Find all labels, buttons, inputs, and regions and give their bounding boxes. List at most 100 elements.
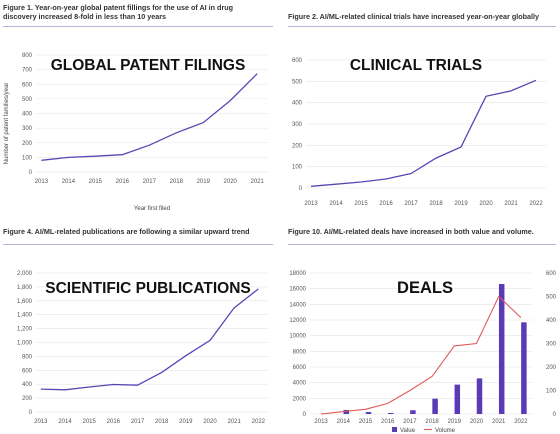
publications-xtick-label: 2021	[227, 419, 241, 425]
deals-ytick-label: 16000	[289, 287, 306, 293]
trials-ytick-label: 500	[292, 79, 303, 85]
deals-ytick-label: 2000	[293, 396, 307, 402]
patents-xtick-label: 2013	[35, 179, 49, 185]
caption-trials: Figure 2. AI/ML-related clinical trials …	[288, 12, 539, 21]
deals-value-bar	[476, 378, 483, 414]
deals-ytick-right-label: 500	[546, 295, 557, 301]
deals-volume-line	[321, 295, 522, 415]
caption-rule-deals	[288, 244, 556, 245]
deals-ytick-right-label: 100	[546, 389, 557, 395]
trials-xtick-label: 2016	[379, 201, 393, 207]
deals-ytick-label: 8000	[293, 349, 307, 355]
deals-overlay-title: DEALS	[397, 279, 453, 297]
trials-overlay-title: CLINICAL TRIALS	[350, 57, 482, 74]
trials-xtick-label: 2022	[529, 201, 543, 207]
deals-ytick-label: 4000	[293, 381, 307, 387]
publications-ytick-label: 1,600	[17, 299, 33, 305]
deals-value-bar	[365, 412, 372, 414]
patents-overlay-title: GLOBAL PATENT FILINGS	[51, 57, 246, 74]
patents-ytick-label: 600	[22, 82, 33, 88]
deals-legend-value-label: Value	[400, 428, 416, 434]
deals-ytick-label: 14000	[289, 302, 306, 308]
patents-ytick-label: 300	[22, 126, 33, 132]
publications-ytick-label: 0	[29, 410, 33, 416]
caption-rule-publications	[3, 244, 273, 245]
deals-ytick-right-label: 600	[546, 271, 557, 277]
deals-ytick-label: 6000	[293, 365, 307, 371]
patents-series-line	[41, 73, 258, 161]
publications-ytick-label: 1,000	[17, 341, 33, 347]
deals-ytick-label: 0	[303, 412, 307, 418]
trials-xtick-label: 2020	[479, 201, 493, 207]
patents-y-axis-title: Number of patent families/year	[4, 83, 10, 165]
deals-value-bar	[498, 283, 505, 414]
publications-xtick-label: 2019	[179, 419, 193, 425]
deals-value-bar	[432, 398, 438, 414]
publications-xtick-label: 2015	[82, 419, 96, 425]
publications-ytick-label: 1,400	[17, 313, 33, 319]
publications-xtick-label: 2016	[107, 419, 121, 425]
deals-ytick-right-label: 300	[546, 342, 557, 348]
trials-ytick-label: 600	[292, 58, 303, 64]
publications-ytick-label: 800	[22, 354, 33, 360]
deals-xtick-label: 2016	[381, 419, 395, 425]
deals-value-bar	[410, 410, 416, 414]
patents-x-axis-title: Year first filed	[134, 206, 170, 212]
trials-series-line	[310, 79, 537, 187]
trials-xtick-label: 2017	[404, 201, 418, 207]
patents-xtick-label: 2018	[170, 179, 184, 185]
deals-ytick-label: 18000	[289, 271, 306, 277]
deals-value-bar	[387, 412, 394, 414]
trials-ytick-label: 100	[292, 165, 303, 171]
trials-xtick-label: 2021	[504, 201, 518, 207]
publications-series-line	[40, 288, 259, 391]
patents-xtick-label: 2017	[143, 179, 157, 185]
deals-legend-value-swatch	[392, 427, 397, 432]
deals-xtick-label: 2020	[470, 419, 484, 425]
patents-ytick-label: 0	[29, 170, 33, 176]
deals-ytick-right-label: 0	[553, 412, 557, 418]
patents-xtick-label: 2021	[251, 179, 265, 185]
patents-ytick-label: 400	[22, 112, 33, 118]
publications-xtick-label: 2020	[203, 419, 217, 425]
caption-rule-trials	[288, 26, 556, 27]
patents-xtick-label: 2016	[116, 179, 130, 185]
publications-xtick-label: 2014	[58, 419, 72, 425]
publications-ytick-label: 1,800	[17, 285, 33, 291]
trials-ytick-label: 0	[299, 186, 303, 192]
publications-ytick-label: 600	[22, 368, 33, 374]
trials-xtick-label: 2018	[429, 201, 443, 207]
patents-ytick-label: 800	[22, 53, 33, 59]
publications-xtick-label: 2017	[131, 419, 145, 425]
deals-ytick-label: 10000	[289, 334, 306, 340]
trials-xtick-label: 2019	[454, 201, 468, 207]
deals-xtick-label: 2021	[492, 419, 506, 425]
publications-xtick-label: 2022	[252, 419, 266, 425]
deals-xtick-label: 2018	[425, 419, 439, 425]
publications-overlay-title: SCIENTIFIC PUBLICATIONS	[45, 280, 251, 297]
publications-ytick-label: 2,000	[17, 271, 33, 277]
deals-xtick-label: 2014	[337, 419, 351, 425]
patents-ytick-label: 100	[22, 155, 33, 161]
deals-value-bar	[343, 409, 350, 414]
publications-xtick-label: 2013	[34, 419, 48, 425]
publications-ytick-label: 200	[22, 396, 33, 402]
deals-value-bar	[454, 384, 461, 414]
trials-xtick-label: 2013	[304, 201, 318, 207]
deals-xtick-label: 2019	[448, 419, 462, 425]
patents-xtick-label: 2019	[197, 179, 211, 185]
trials-ytick-label: 400	[292, 101, 303, 107]
trials-xtick-label: 2014	[329, 201, 343, 207]
patents-xtick-label: 2014	[62, 179, 76, 185]
deals-xtick-label: 2017	[403, 419, 417, 425]
deals-xtick-label: 2013	[314, 419, 328, 425]
publications-ytick-label: 1,200	[17, 327, 33, 333]
patents-ytick-label: 500	[22, 97, 33, 103]
trials-ytick-label: 200	[292, 143, 303, 149]
caption-patents: Figure 1. Year-on-year global patent fil…	[3, 3, 234, 21]
patents-ytick-label: 700	[22, 68, 33, 74]
patents-ytick-label: 200	[22, 141, 33, 147]
deals-xtick-label: 2015	[359, 419, 373, 425]
caption-rule-patents	[3, 26, 273, 27]
